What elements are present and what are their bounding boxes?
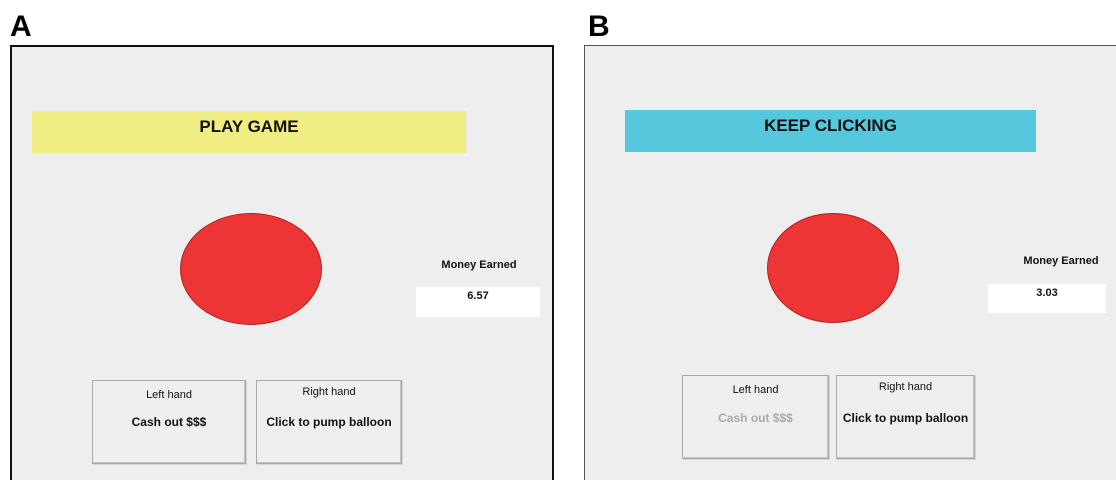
instruction-banner: KEEP CLICKING bbox=[625, 110, 1036, 152]
money-earned-label: Money Earned bbox=[1023, 255, 1099, 267]
panel-b-letter: B bbox=[588, 10, 610, 43]
button-action-label: Click to pump balloon bbox=[266, 415, 392, 429]
pump-balloon-button[interactable]: Right hand Click to pump balloon bbox=[256, 380, 402, 464]
balloon bbox=[180, 213, 322, 325]
game-screen-a: PLAY GAME Money Earned 6.57 Left hand Ca… bbox=[10, 45, 554, 480]
button-action-label: Click to pump balloon bbox=[842, 411, 969, 425]
instruction-banner: PLAY GAME bbox=[32, 111, 466, 153]
cash-out-button[interactable]: Left hand Cash out $$$ bbox=[92, 380, 246, 464]
button-hand-label: Right hand bbox=[878, 381, 933, 393]
button-action-label: Cash out $$$ bbox=[131, 415, 207, 429]
money-earned-value: 3.03 bbox=[988, 284, 1106, 313]
money-earned-value: 6.57 bbox=[416, 287, 540, 317]
button-hand-label: Right hand bbox=[302, 386, 356, 398]
cash-out-button[interactable]: Left hand Cash out $$$ bbox=[682, 375, 829, 459]
button-action-label: Cash out $$$ bbox=[718, 411, 793, 425]
button-hand-label: Left hand bbox=[732, 384, 779, 396]
money-earned-label: Money Earned bbox=[441, 259, 517, 271]
pump-balloon-button[interactable]: Right hand Click to pump balloon bbox=[836, 375, 975, 459]
button-hand-label: Left hand bbox=[146, 389, 192, 401]
balloon bbox=[767, 213, 899, 323]
game-screen-b: KEEP CLICKING Money Earned 3.03 Left han… bbox=[584, 45, 1116, 480]
panel-a-letter: A bbox=[10, 10, 32, 43]
